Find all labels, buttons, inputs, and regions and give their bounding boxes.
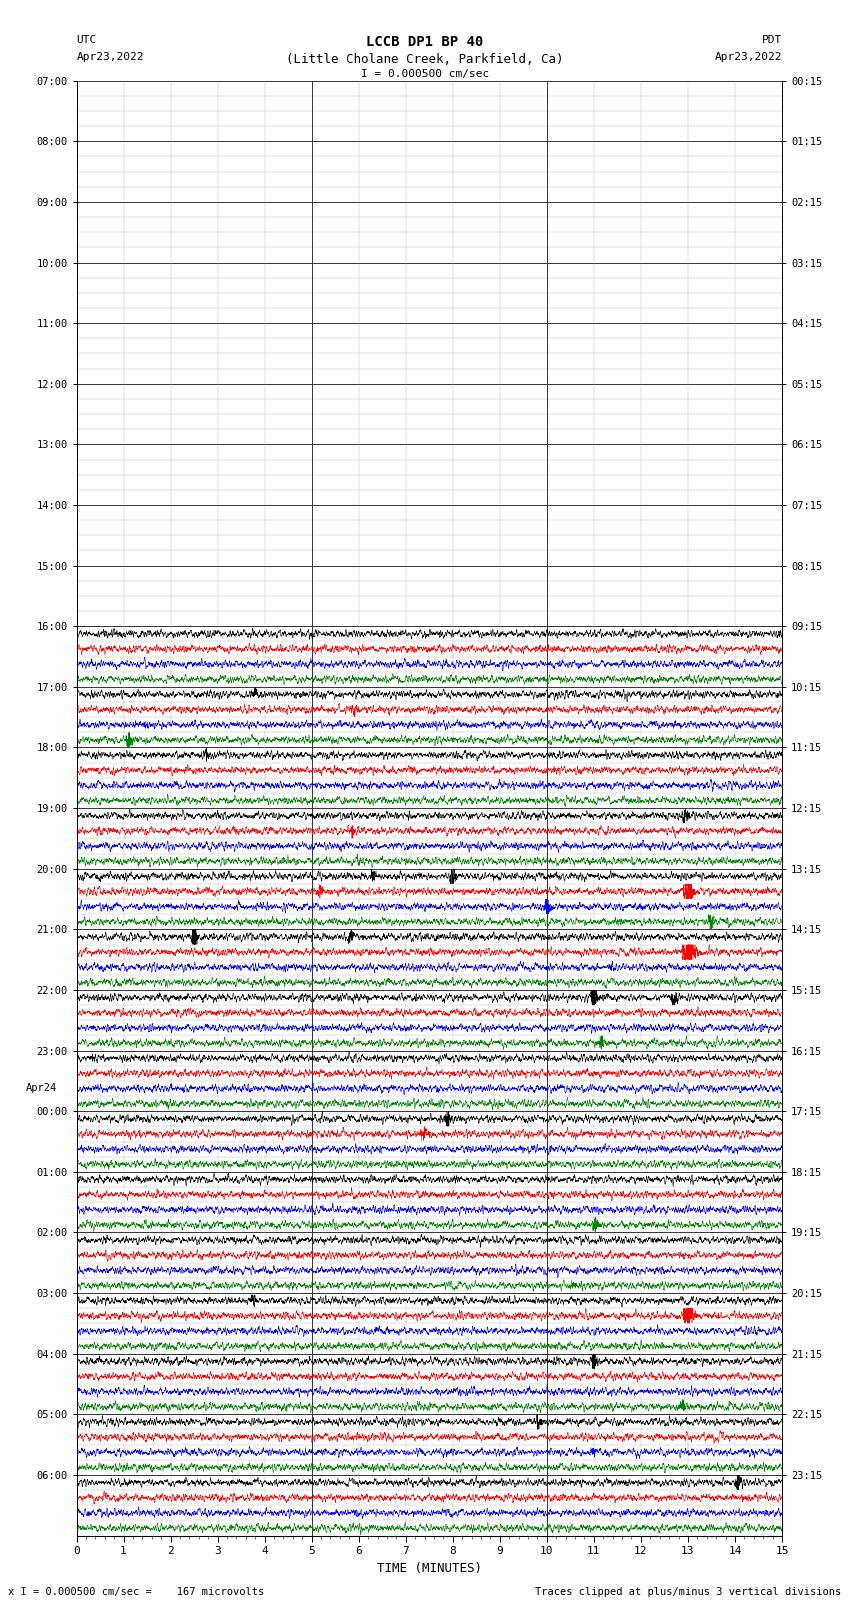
X-axis label: TIME (MINUTES): TIME (MINUTES): [377, 1561, 482, 1574]
Text: Apr24: Apr24: [26, 1084, 57, 1094]
Text: UTC: UTC: [76, 35, 97, 45]
Text: LCCB DP1 BP 40: LCCB DP1 BP 40: [366, 35, 484, 50]
Text: Apr23,2022: Apr23,2022: [76, 52, 144, 61]
Text: Apr23,2022: Apr23,2022: [715, 52, 782, 61]
Text: x I = 0.000500 cm/sec =    167 microvolts: x I = 0.000500 cm/sec = 167 microvolts: [8, 1587, 264, 1597]
Text: I = 0.000500 cm/sec: I = 0.000500 cm/sec: [361, 69, 489, 79]
Text: PDT: PDT: [762, 35, 782, 45]
Text: Traces clipped at plus/minus 3 vertical divisions: Traces clipped at plus/minus 3 vertical …: [536, 1587, 842, 1597]
Text: (Little Cholane Creek, Parkfield, Ca): (Little Cholane Creek, Parkfield, Ca): [286, 53, 564, 66]
